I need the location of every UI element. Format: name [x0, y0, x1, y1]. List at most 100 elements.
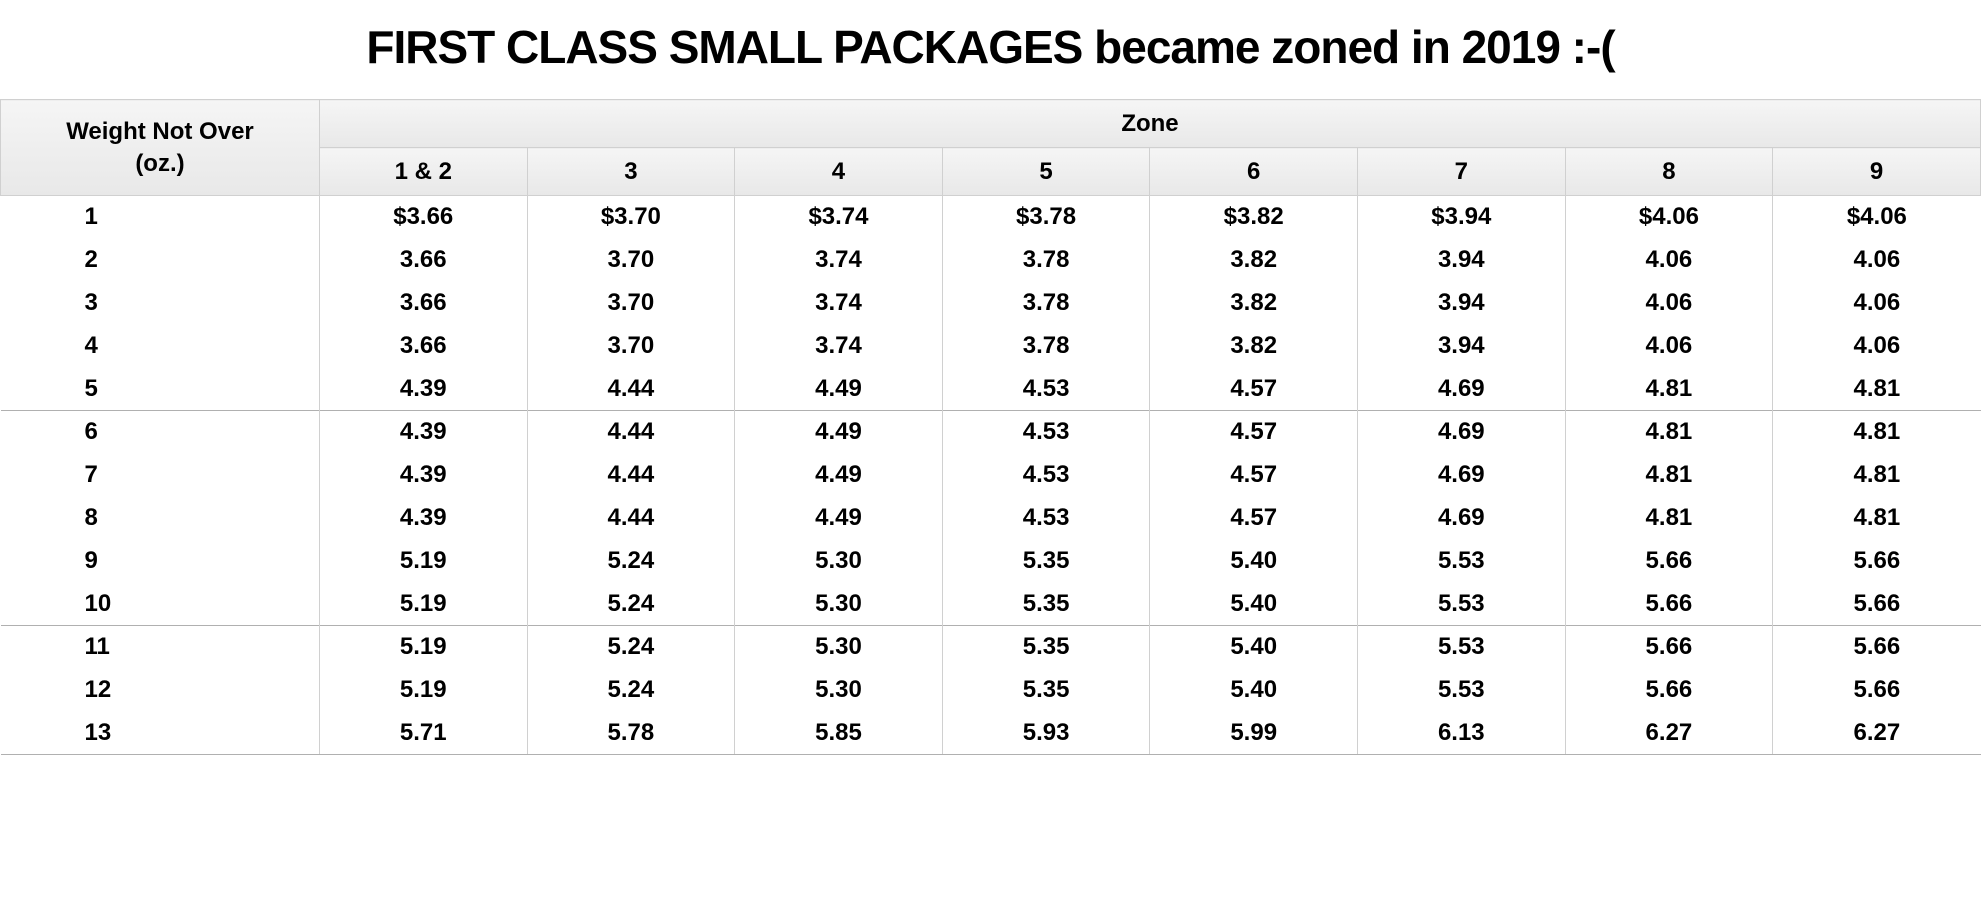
rate-cell: 5.40: [1150, 583, 1358, 626]
rate-cell: 6.13: [1358, 712, 1566, 755]
rate-cell: 4.57: [1150, 368, 1358, 411]
rate-cell: 5.66: [1773, 669, 1981, 712]
rate-cell: 3.70: [527, 282, 735, 325]
table-row: 54.394.444.494.534.574.694.814.81: [1, 368, 1981, 411]
rate-cell: 5.24: [527, 626, 735, 669]
rate-cell: $3.74: [735, 196, 943, 239]
rate-cell: $4.06: [1565, 196, 1773, 239]
rate-cell: 5.19: [319, 540, 527, 583]
zone-column-header: 7: [1358, 148, 1566, 196]
rate-cell: 5.53: [1358, 626, 1566, 669]
rate-cell: 5.40: [1150, 669, 1358, 712]
rate-cell: 5.30: [735, 540, 943, 583]
zone-column-header: 6: [1150, 148, 1358, 196]
table-row: 1$3.66$3.70$3.74$3.78$3.82$3.94$4.06$4.0…: [1, 196, 1981, 239]
rate-cell: 4.57: [1150, 497, 1358, 540]
table-row: 84.394.444.494.534.574.694.814.81: [1, 497, 1981, 540]
rate-cell: 4.81: [1565, 368, 1773, 411]
table-row: 43.663.703.743.783.823.944.064.06: [1, 325, 1981, 368]
weight-cell: 4: [1, 325, 320, 368]
rate-cell: 5.24: [527, 540, 735, 583]
page-title: FIRST CLASS SMALL PACKAGES became zoned …: [0, 20, 1981, 74]
rate-cell: 3.82: [1150, 325, 1358, 368]
rate-cell: 5.85: [735, 712, 943, 755]
rate-cell: 4.53: [942, 454, 1150, 497]
rate-cell: 5.19: [319, 669, 527, 712]
rate-cell: 4.81: [1565, 411, 1773, 454]
rate-cell: 6.27: [1565, 712, 1773, 755]
rate-cell: 5.66: [1773, 540, 1981, 583]
rate-cell: 4.06: [1773, 282, 1981, 325]
rate-cell: 4.49: [735, 411, 943, 454]
table-row: 23.663.703.743.783.823.944.064.06: [1, 239, 1981, 282]
rate-cell: 3.66: [319, 282, 527, 325]
rate-cell: $3.82: [1150, 196, 1358, 239]
rate-cell: 5.66: [1773, 626, 1981, 669]
rate-cell: 4.69: [1358, 497, 1566, 540]
rate-cell: 5.30: [735, 583, 943, 626]
rate-cell: 3.78: [942, 325, 1150, 368]
rate-cell: 3.82: [1150, 282, 1358, 325]
zone-column-header: 8: [1565, 148, 1773, 196]
rate-cell: 5.35: [942, 583, 1150, 626]
zone-group-header: Zone: [319, 100, 1980, 148]
rate-cell: 5.99: [1150, 712, 1358, 755]
rate-cell: $3.66: [319, 196, 527, 239]
rate-cell: 4.39: [319, 497, 527, 540]
rate-cell: 5.66: [1565, 583, 1773, 626]
rate-cell: 5.71: [319, 712, 527, 755]
table-row: 115.195.245.305.355.405.535.665.66: [1, 626, 1981, 669]
weight-cell: 6: [1, 411, 320, 454]
weight-header-line2: (oz.): [135, 150, 184, 177]
weight-cell: 8: [1, 497, 320, 540]
table-body: 1$3.66$3.70$3.74$3.78$3.82$3.94$4.06$4.0…: [1, 196, 1981, 755]
weight-cell: 1: [1, 196, 320, 239]
rate-cell: 4.57: [1150, 411, 1358, 454]
rate-cell: 5.19: [319, 583, 527, 626]
rate-cell: 4.39: [319, 454, 527, 497]
weight-cell: 9: [1, 540, 320, 583]
rate-cell: 4.49: [735, 497, 943, 540]
rate-cell: 3.74: [735, 325, 943, 368]
rate-cell: 5.30: [735, 626, 943, 669]
rate-cell: 4.06: [1773, 325, 1981, 368]
table-row: 135.715.785.855.935.996.136.276.27: [1, 712, 1981, 755]
rate-cell: 5.35: [942, 669, 1150, 712]
weight-column-header: Weight Not Over (oz.): [1, 100, 320, 196]
rate-cell: 4.53: [942, 368, 1150, 411]
rate-cell: 6.27: [1773, 712, 1981, 755]
weight-cell: 5: [1, 368, 320, 411]
rate-cell: 5.66: [1565, 669, 1773, 712]
rate-cell: 3.94: [1358, 282, 1566, 325]
weight-cell: 13: [1, 712, 320, 755]
rate-cell: 4.81: [1773, 497, 1981, 540]
rate-cell: 4.44: [527, 411, 735, 454]
rate-cell: 5.40: [1150, 540, 1358, 583]
rate-cell: 5.30: [735, 669, 943, 712]
weight-header-line1: Weight Not Over: [66, 118, 254, 145]
rate-cell: 5.93: [942, 712, 1150, 755]
weight-cell: 12: [1, 669, 320, 712]
weight-cell: 10: [1, 583, 320, 626]
rate-cell: 4.69: [1358, 368, 1566, 411]
rate-cell: 3.82: [1150, 239, 1358, 282]
rate-cell: 5.24: [527, 669, 735, 712]
rate-cell: 5.78: [527, 712, 735, 755]
rate-cell: 5.35: [942, 540, 1150, 583]
weight-cell: 3: [1, 282, 320, 325]
rate-cell: 5.53: [1358, 583, 1566, 626]
rate-cell: 4.53: [942, 411, 1150, 454]
rate-cell: 4.81: [1773, 454, 1981, 497]
rate-cell: 4.69: [1358, 411, 1566, 454]
rate-cell: 3.66: [319, 239, 527, 282]
table-header: Weight Not Over (oz.) Zone 1 & 23456789: [1, 100, 1981, 196]
rate-cell: 4.49: [735, 454, 943, 497]
rates-table: Weight Not Over (oz.) Zone 1 & 23456789 …: [0, 99, 1981, 755]
rate-cell: 3.74: [735, 239, 943, 282]
weight-cell: 7: [1, 454, 320, 497]
weight-cell: 2: [1, 239, 320, 282]
zone-column-header: 9: [1773, 148, 1981, 196]
rate-cell: 3.94: [1358, 239, 1566, 282]
table-row: 105.195.245.305.355.405.535.665.66: [1, 583, 1981, 626]
rate-cell: 5.66: [1565, 540, 1773, 583]
